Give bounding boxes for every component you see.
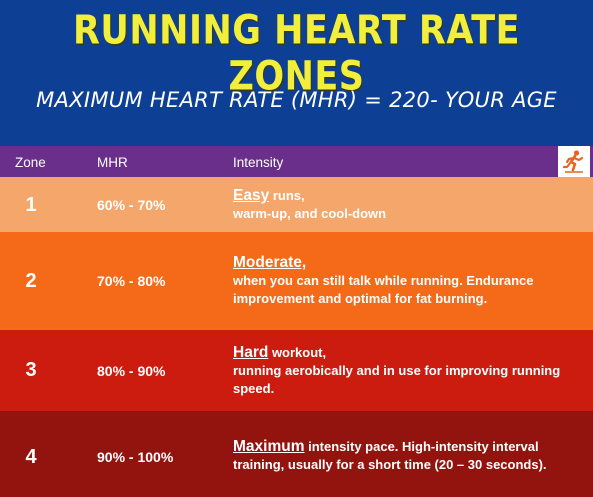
zone-number: 3	[25, 359, 37, 381]
column-header: Zone MHR Intensity	[0, 146, 593, 177]
zone-intensity: Hard workout, running aerobically and in…	[233, 344, 588, 398]
zone-mhr: 90% - 100%	[97, 449, 174, 465]
runner-icon	[558, 146, 590, 177]
intensity-description: running aerobically and in use for impro…	[233, 363, 561, 396]
column-mhr: MHR	[97, 155, 128, 170]
zone-mhr: 80% - 90%	[97, 363, 166, 379]
header-banner: RUNNING HEART RATE ZONES MAXIMUM HEART R…	[0, 0, 593, 146]
intensity-keyword-rest: runs,	[269, 188, 305, 203]
intensity-description: when you can still talk while running. E…	[233, 273, 534, 306]
intensity-keyword: Moderate,	[233, 254, 307, 271]
zone-number: 4	[25, 446, 37, 468]
intensity-keyword-rest: workout,	[268, 345, 327, 360]
zone-intensity: Maximum intensity pace. High-intensity i…	[233, 438, 588, 474]
zone-row-3: 3 80% - 90% Hard workout, running aerobi…	[0, 330, 593, 411]
intensity-keyword: Hard	[233, 344, 269, 361]
zone-mhr: 60% - 70%	[97, 197, 166, 213]
intensity-keyword-rest: intensity pace. High-intensity interval …	[233, 439, 547, 472]
zone-mhr: 70% - 80%	[97, 273, 166, 289]
zone-intensity: Easy runs, warm-up, and cool-down	[233, 187, 588, 223]
zone-intensity: Moderate, when you can still talk while …	[233, 254, 588, 308]
zone-row-1: 1 60% - 70% Easy runs, warm-up, and cool…	[0, 177, 593, 232]
column-zone: Zone	[15, 155, 46, 170]
intensity-keyword: Easy	[233, 187, 270, 204]
page-title: RUNNING HEART RATE ZONES	[72, 8, 520, 100]
zone-number: 2	[25, 270, 37, 292]
intensity-description: warm-up, and cool-down	[233, 206, 387, 221]
zone-row-2: 2 70% - 80% Moderate, when you can still…	[0, 232, 593, 330]
mhr-formula: MAXIMUM HEART RATE (MHR) = 220- YOUR AGE	[36, 88, 557, 112]
zone-number: 1	[25, 194, 37, 216]
column-intensity: Intensity	[233, 155, 284, 170]
intensity-keyword: Maximum	[233, 438, 305, 455]
zone-row-4: 4 90% - 100% Maximum intensity pace. Hig…	[0, 411, 593, 497]
